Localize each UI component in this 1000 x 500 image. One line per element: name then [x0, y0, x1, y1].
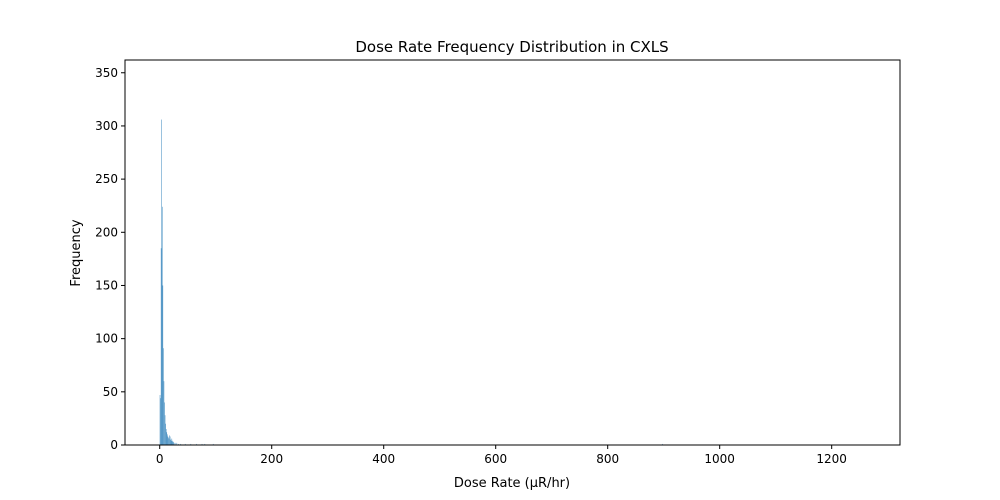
x-axis-label: Dose Rate (μR/hr)	[454, 476, 570, 491]
histogram-bar	[168, 437, 169, 445]
y-axis-label: Frequency	[69, 219, 84, 286]
plot-frame	[124, 59, 901, 446]
histogram-bar	[160, 248, 162, 445]
x-axis-ticks: 0 200 400 600 800 1000 1200	[156, 445, 847, 466]
y-tick-label: 0	[110, 438, 118, 452]
x-tick-label: 600	[484, 452, 507, 466]
y-tick-label: 100	[95, 332, 118, 346]
histogram-bar	[170, 439, 171, 445]
histogram-bar	[173, 442, 175, 445]
histogram-bar	[173, 441, 174, 445]
y-tick-label: 250	[95, 172, 118, 186]
histogram-bar	[165, 429, 167, 445]
x-tick-label: 200	[260, 452, 283, 466]
histogram-bar	[170, 440, 172, 445]
histogram-bar	[164, 402, 165, 445]
y-tick-label: 200	[95, 225, 118, 239]
histogram-bar	[171, 438, 173, 445]
x-tick-label: 0	[156, 452, 164, 466]
histogram-bar	[184, 443, 186, 445]
histogram-bar	[168, 438, 170, 445]
histogram-bar	[163, 381, 165, 445]
y-tick-label: 50	[103, 385, 118, 399]
histogram-bar	[190, 443, 192, 445]
histogram-bar	[169, 435, 170, 445]
histogram-bar	[204, 443, 206, 445]
histogram-bar	[662, 443, 663, 445]
histogram-bar	[172, 441, 174, 445]
y-tick-label: 350	[95, 66, 118, 80]
histogram-bar	[169, 436, 171, 445]
y-tick-label: 300	[95, 119, 118, 133]
histogram-bar	[159, 395, 161, 445]
histogram-bar	[212, 443, 214, 445]
histogram-bar	[163, 348, 164, 445]
histogram-bar	[196, 443, 197, 445]
histogram-bar	[174, 442, 176, 445]
histogram-bar	[166, 432, 168, 445]
histogram-bar	[167, 434, 168, 445]
histogram-bar	[164, 415, 166, 445]
histogram-bar	[176, 442, 178, 445]
histogram-bar	[161, 206, 163, 445]
histogram-bar	[178, 443, 179, 445]
histogram-bar	[165, 423, 166, 445]
y-tick-label: 150	[95, 278, 118, 292]
x-tick-label: 400	[372, 452, 395, 466]
histogram-bar	[160, 398, 161, 445]
histogram-bars	[159, 119, 663, 445]
y-axis-ticks: 0 50 100 150 200 250 300 350	[95, 66, 125, 452]
x-tick-label: 1200	[816, 452, 847, 466]
histogram-bar	[180, 443, 182, 445]
x-tick-label: 1000	[704, 452, 735, 466]
chart-title: Dose Rate Frequency Distribution in CXLS	[355, 38, 668, 56]
histogram-bar	[162, 285, 164, 445]
histogram-bar	[167, 436, 169, 445]
histogram-bar	[161, 119, 162, 445]
x-tick-label: 800	[596, 452, 619, 466]
histogram-bar	[201, 443, 203, 445]
histogram-bar	[172, 440, 173, 445]
